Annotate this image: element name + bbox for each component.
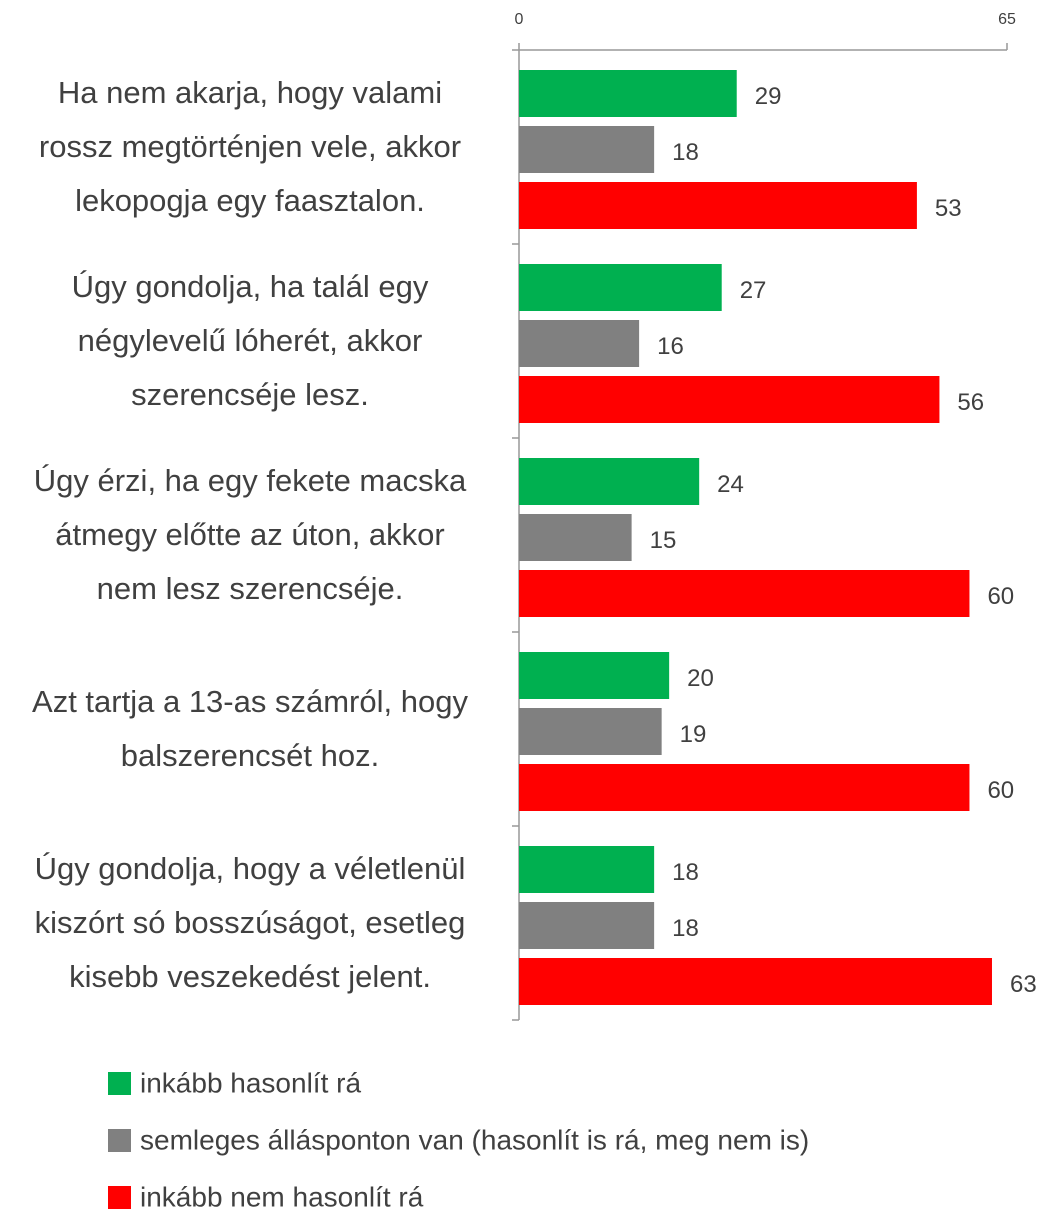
category-label: Úgy érzi, ha egy fekete macska átmegy el…	[33, 463, 467, 606]
bar	[519, 320, 640, 367]
x-tick-label: 0	[515, 11, 524, 28]
value-label: 53	[935, 195, 962, 222]
legend-label: inkább hasonlít rá	[140, 1067, 361, 1098]
value-label: 29	[755, 83, 782, 110]
legend-label: semleges állásponton van (hasonlít is rá…	[140, 1124, 809, 1155]
legend-label: inkább nem hasonlít rá	[140, 1181, 424, 1212]
category-label: Ha nem akarja, hogy valami rossz megtört…	[38, 75, 462, 218]
value-label: 20	[687, 665, 714, 692]
x-tick-label: 65	[998, 11, 1016, 28]
value-label: 19	[680, 721, 707, 748]
bar	[519, 708, 662, 755]
bar	[519, 652, 670, 699]
bar	[519, 264, 722, 311]
value-label: 27	[740, 277, 767, 304]
bar	[519, 70, 737, 117]
bar	[519, 958, 992, 1005]
bar	[519, 126, 655, 173]
value-label: 18	[672, 139, 699, 166]
value-label: 18	[672, 915, 699, 942]
value-label: 15	[650, 527, 677, 554]
legend-swatch	[108, 1186, 131, 1209]
category-label: Úgy gondolja, hogy a véletlenül kiszórt …	[34, 851, 466, 994]
category-label: Azt tartja a 13-as számról, hogy balszer…	[32, 684, 468, 773]
legend-swatch	[108, 1129, 131, 1152]
category-label: Úgy gondolja, ha talál egy négylevelű ló…	[71, 269, 429, 412]
bar	[519, 570, 970, 617]
value-label: 60	[987, 583, 1014, 610]
bar	[519, 514, 632, 561]
bar	[519, 376, 940, 423]
legend-swatch	[108, 1072, 131, 1095]
bar	[519, 764, 970, 811]
bar	[519, 846, 655, 893]
bar	[519, 458, 700, 505]
value-label: 60	[987, 777, 1014, 804]
value-label: 24	[717, 471, 744, 498]
bar	[519, 182, 917, 229]
value-label: 56	[957, 389, 984, 416]
value-label: 16	[657, 333, 684, 360]
value-label: 18	[672, 859, 699, 886]
value-label: 63	[1010, 971, 1037, 998]
bar	[519, 902, 655, 949]
